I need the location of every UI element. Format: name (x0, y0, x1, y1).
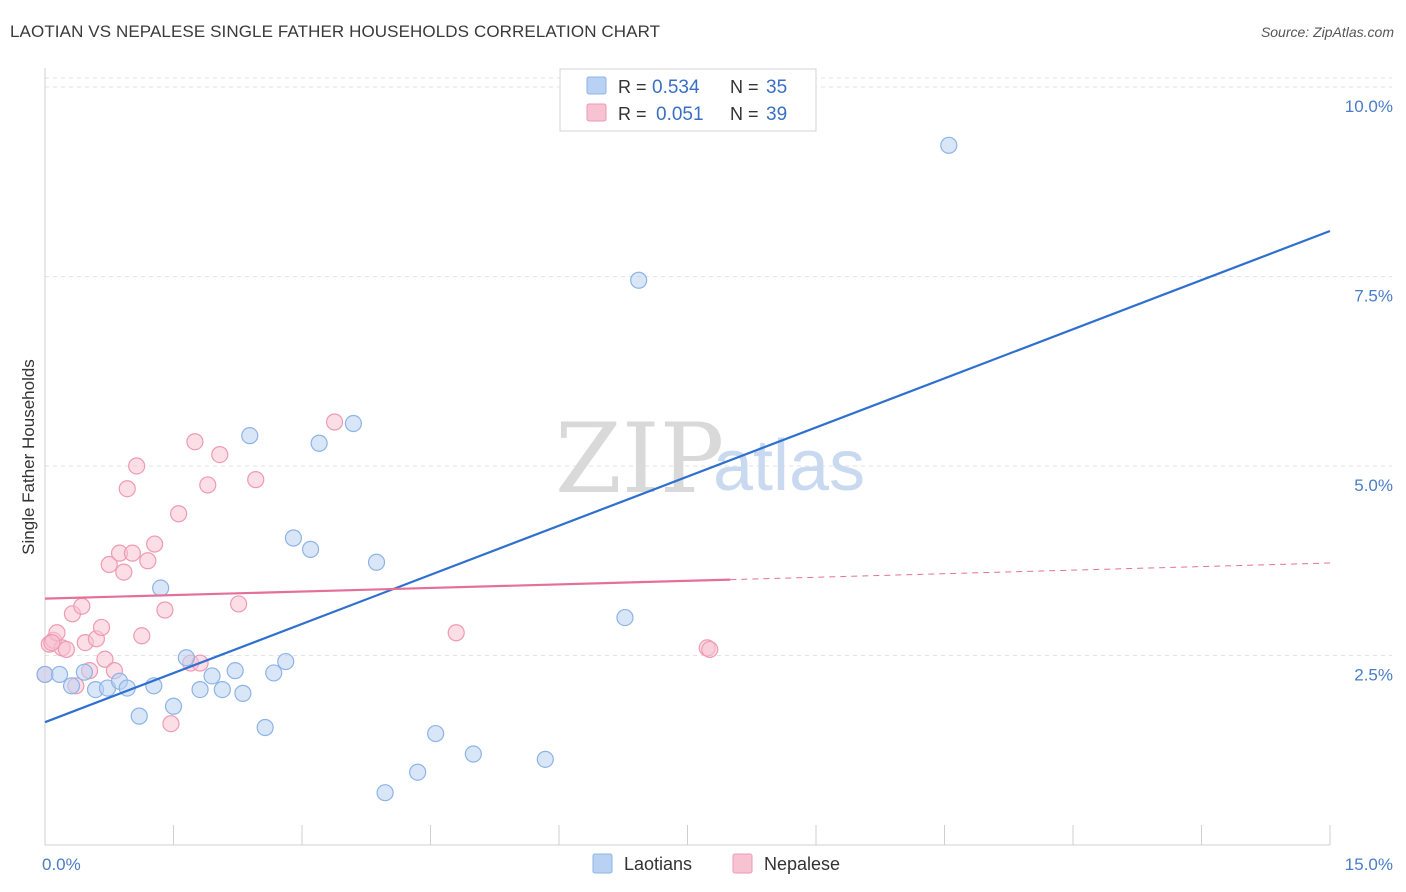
nepalese-point-23 (146, 535, 164, 553)
nepalese-point-17 (115, 563, 133, 581)
stats-r-value-laotians: 0.534 (652, 77, 700, 98)
nepalese-point-26 (170, 505, 188, 523)
laotian-point-11 (164, 697, 183, 715)
laotian-point-3 (75, 663, 94, 681)
y-axis-label: Single Father Households (19, 359, 38, 555)
stats-n-label-nepalese: N = (730, 104, 759, 124)
watermark-zip: ZIP (555, 403, 724, 515)
nepalese-point-24 (156, 601, 174, 619)
nepalese-point-22 (139, 552, 157, 570)
nepalese-point-13 (96, 650, 114, 668)
laotian-point-23 (301, 540, 320, 558)
laotian-point-28 (409, 763, 427, 781)
nepalese-point-18 (118, 480, 136, 498)
x-tick-label-max: 15.0% (1345, 855, 1393, 874)
chart-title: LAOTIAN VS NEPALESE SINGLE FATHER HOUSEH… (10, 22, 661, 41)
nepalese-point-30 (199, 476, 217, 494)
laotian-point-32 (616, 608, 634, 627)
laotian-point-31 (536, 750, 554, 768)
laotian-point-1 (50, 665, 69, 684)
laotian-point-24 (310, 434, 328, 452)
watermark: ZIP atlas (555, 403, 865, 515)
laotian-point-19 (256, 718, 274, 737)
trend-lines (44, 229, 1331, 724)
nepalese-point-19 (123, 544, 141, 562)
laotian-point-34 (940, 136, 958, 154)
laotian-point-26 (367, 553, 386, 571)
nepalese-points (36, 413, 719, 733)
laotian-point-33 (630, 271, 648, 289)
legend-swatch-nepalese[interactable] (732, 853, 753, 874)
laotian-point-22 (284, 529, 303, 547)
nepalese-point-32 (230, 595, 248, 613)
nepalese-point-25 (162, 715, 180, 733)
stats-r-value-nepalese: 0.051 (656, 104, 704, 125)
stats-n-value-laotians: 35 (766, 77, 787, 98)
laotian-point-12 (177, 649, 195, 667)
nepalese-point-8 (73, 597, 91, 615)
laotian-point-13 (191, 680, 209, 699)
laotian-point-29 (427, 724, 445, 743)
stats-swatch-laotians (586, 76, 607, 95)
laotian-points (36, 136, 958, 802)
laotian-point-21 (277, 652, 295, 671)
nepalese-trend-line (44, 578, 731, 600)
nepalese-point-21 (133, 627, 151, 645)
y-tick-label-3: 10.0% (1345, 97, 1393, 116)
y-tick-label-0: 2.5% (1354, 665, 1393, 684)
grid-layer (45, 77, 1392, 656)
nepalese-point-33 (247, 471, 265, 489)
x-ticks (44, 825, 1331, 845)
nepalese-point-34 (325, 413, 344, 431)
nepalese-point-20 (128, 457, 146, 475)
laotian-point-25 (344, 414, 362, 433)
legend-label-laotians[interactable]: Laotians (624, 854, 692, 874)
stats-r-label-laotians: R = (618, 77, 647, 97)
stats-swatch-nepalese (586, 103, 607, 122)
stats-r-label-nepalese: R = (618, 104, 647, 124)
laotian-point-20 (265, 664, 283, 682)
nepalese-point-38 (43, 634, 61, 652)
laotian-point-0 (36, 665, 54, 684)
x-tick-label-min: 0.0% (42, 855, 81, 874)
stats-n-label-laotians: N = (730, 77, 759, 97)
laotian-point-30 (464, 745, 482, 763)
nepalese-point-5 (57, 640, 76, 659)
laotian-trend-line (44, 229, 1331, 724)
y-tick-label-2: 7.5% (1354, 286, 1393, 305)
laotian-point-8 (130, 707, 148, 725)
y-tick-labels: 2.5% 5.0% 7.5% 10.0% (1345, 97, 1393, 685)
nepalese-point-31 (211, 446, 229, 464)
nepalese-point-14 (100, 555, 118, 574)
legend-swatch-laotians[interactable] (592, 853, 613, 874)
watermark-atlas: atlas (713, 426, 865, 506)
nepalese-point-12 (92, 618, 111, 637)
laotian-point-18 (241, 427, 259, 445)
laotian-point-17 (234, 684, 252, 702)
source-credit: Source: ZipAtlas.com (1260, 24, 1394, 40)
stats-box: R = 0.534 N = 35 R = 0.051 N = 39 (559, 68, 817, 132)
legend-label-nepalese[interactable]: Nepalese (764, 854, 840, 874)
laotian-point-14 (203, 667, 221, 685)
nepalese-point-37 (701, 640, 719, 659)
laotian-point-15 (213, 680, 231, 699)
laotian-point-27 (376, 784, 394, 802)
nepalese-point-28 (186, 433, 204, 451)
legend: Laotians Nepalese (592, 853, 840, 874)
y-tick-label-1: 5.0% (1354, 476, 1393, 495)
nepalese-point-35 (447, 624, 465, 642)
nepalese-trend-line-extension (730, 562, 1331, 581)
laotian-point-16 (226, 662, 244, 680)
laotian-point-2 (62, 677, 81, 695)
laotian-point-10 (152, 579, 170, 597)
stats-n-value-nepalese: 39 (766, 104, 787, 125)
